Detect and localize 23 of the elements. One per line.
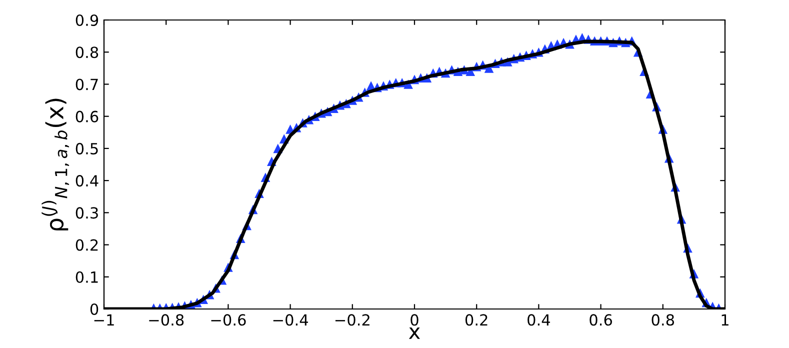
x-tick-label: −0.8: [149, 314, 184, 326]
y-tick-label: 0.4: [76, 175, 98, 187]
x-tick-label: 1: [722, 314, 728, 326]
x-tick-label: −0.4: [273, 314, 308, 326]
x-tick-label: 0: [410, 314, 418, 326]
x-tick-label: 0.6: [590, 314, 612, 326]
y-tick-label: 0.9: [76, 14, 98, 26]
y-tick-label: 0.3: [76, 207, 98, 219]
x-axis-title: x: [408, 328, 420, 339]
y-tick-label: 0.2: [76, 239, 98, 251]
x-tick-label: −1: [94, 314, 114, 326]
x-tick-label: 0.4: [528, 314, 550, 326]
y-tick-label: 0.1: [76, 271, 98, 283]
x-tick-label: −0.6: [211, 314, 246, 326]
y-tick-label: 0.8: [76, 46, 98, 58]
x-tick-label: 0.8: [652, 314, 674, 326]
y-tick-label: 0.5: [76, 142, 98, 154]
x-tick-label: −0.2: [335, 314, 370, 326]
y-tick-label: 0: [90, 303, 98, 316]
y-tick-label: 0.6: [76, 110, 98, 122]
y-tick-label: 0.7: [76, 78, 98, 90]
y-axis-title: ρ$^{(J)}$$_{N,1,a,b}$(x): [42, 98, 70, 230]
x-tick-label: 0.2: [465, 314, 488, 326]
